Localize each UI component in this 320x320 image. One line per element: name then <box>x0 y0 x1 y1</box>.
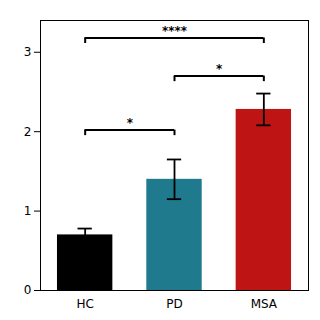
svg-text:HC: HC <box>76 297 93 311</box>
svg-text:2: 2 <box>24 125 32 139</box>
svg-text:*: * <box>127 116 134 130</box>
svg-text:****: **** <box>162 24 188 38</box>
svg-text:MSA: MSA <box>251 297 278 311</box>
svg-text:0: 0 <box>24 283 32 297</box>
svg-text:3: 3 <box>24 45 32 59</box>
svg-text:1: 1 <box>24 204 32 218</box>
svg-text:PD: PD <box>166 297 182 311</box>
svg-text:*: * <box>216 62 223 76</box>
